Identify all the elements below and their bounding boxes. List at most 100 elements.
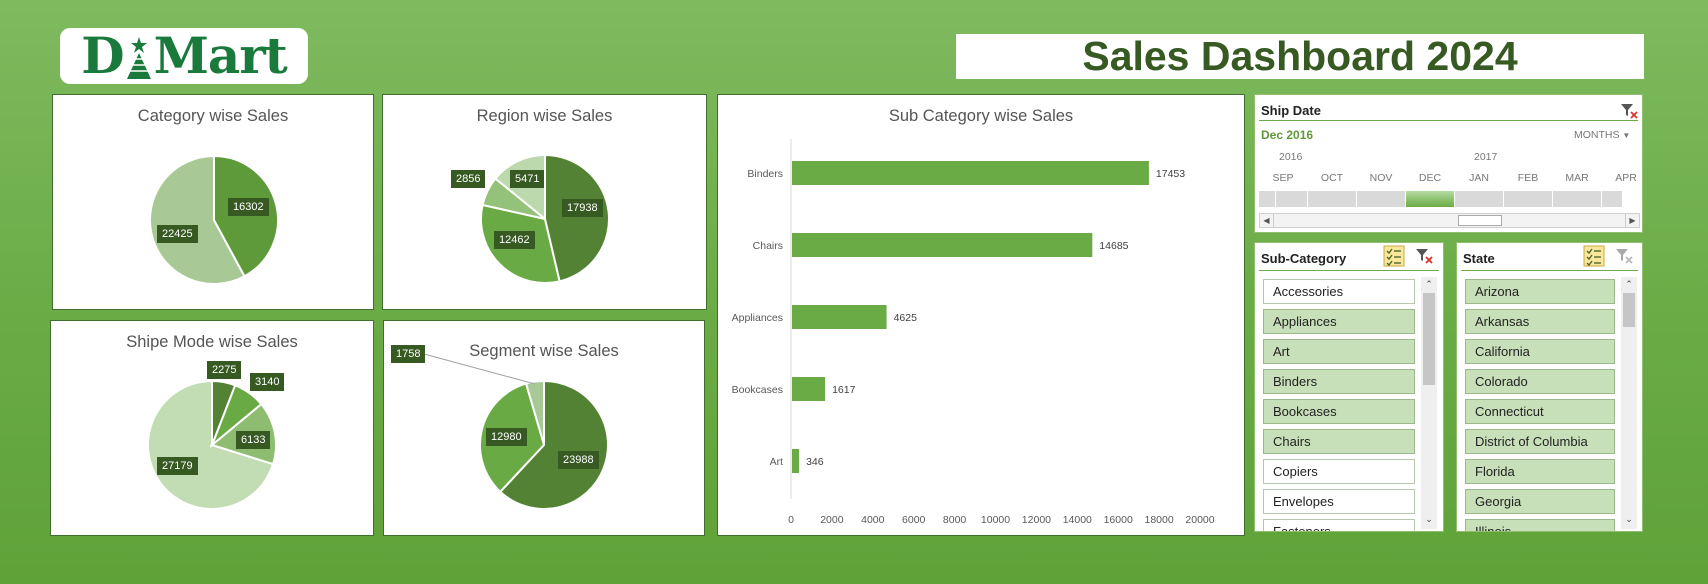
scroll-up-icon[interactable]: ⌃	[1425, 279, 1433, 289]
segment-data-label-3: 1758	[391, 345, 426, 363]
ship-date-header: Ship Date	[1261, 103, 1321, 118]
subcategory-slicer[interactable]: Sub-Category ⌃ ⌄ Accessories Appliances Ar…	[1254, 242, 1444, 532]
segment-pie-slice-1	[498, 379, 609, 510]
dmart-logo: D Mart	[60, 28, 308, 84]
region-chart-panel[interactable]: Region wise Sales 17938 12462 2856 5471	[382, 94, 707, 310]
state-item-california[interactable]: California	[1465, 339, 1615, 364]
timeline-month-label: SEP	[1272, 172, 1294, 184]
category-label-appliances: Appliances	[732, 312, 783, 324]
state-scrollbar[interactable]: ⌃ ⌄	[1621, 277, 1637, 529]
region-chart-title: Region wise Sales	[476, 107, 613, 125]
timeline-month-label: FEB	[1517, 172, 1539, 184]
year-label-2: 2017	[1474, 151, 1498, 163]
subcategory-chart-title: Sub Category wise Sales	[888, 107, 1074, 125]
x-tick-label: 8000	[943, 514, 967, 526]
subcategory-item-envelopes[interactable]: Envelopes	[1263, 489, 1415, 514]
year-label-1: 2016	[1279, 151, 1303, 163]
timeline-month-cell[interactable]	[1504, 191, 1552, 207]
subcategory-item-accessories[interactable]: Accessories	[1263, 279, 1415, 304]
timeline-scrollbar[interactable]: ◀ ▶	[1259, 213, 1640, 228]
ship-mode-data-label-2: 3140	[250, 373, 285, 391]
segment-pie-chart	[423, 353, 609, 510]
scroll-down-icon[interactable]: ⌄	[1425, 514, 1433, 524]
x-tick-label: 2000	[820, 514, 844, 526]
ship-date-timeline[interactable]: Ship Date Dec 2016 MONTHS ▼ 2016 2017 SE…	[1254, 94, 1643, 233]
state-item-district-of-columbia[interactable]: District of Columbia	[1465, 429, 1615, 454]
subcategory-item-binders[interactable]: Binders	[1263, 369, 1415, 394]
state-item-illinois[interactable]: Illinois	[1465, 519, 1615, 531]
scroll-up-icon[interactable]: ⌃	[1625, 279, 1633, 289]
subcategory-item-chairs[interactable]: Chairs	[1263, 429, 1415, 454]
category-data-label-furniture: 22425	[157, 225, 198, 243]
state-item-connecticut[interactable]: Connecticut	[1465, 399, 1615, 424]
logo-tree-icon	[126, 37, 151, 79]
region-data-label-1: 17938	[562, 199, 603, 217]
timeline-month-label: DEC	[1418, 172, 1442, 184]
logo-text-left: D	[81, 26, 124, 85]
ship-mode-pie-chart	[147, 379, 277, 510]
subcategory-item-copiers[interactable]: Copiers	[1263, 459, 1415, 484]
scroll-left-icon[interactable]: ◀	[1260, 214, 1274, 227]
scroll-right-icon[interactable]: ▶	[1625, 214, 1639, 227]
category-pie-slice-1	[213, 154, 279, 278]
state-item-arkansas[interactable]: Arkansas	[1465, 309, 1615, 334]
ship-mode-chart-title: Shipe Mode wise Sales	[126, 333, 298, 351]
x-tick-label: 12000	[1022, 514, 1051, 526]
timeline-month-cell[interactable]	[1259, 191, 1275, 207]
timeline-month-cell[interactable]	[1357, 191, 1405, 207]
x-tick-label: 16000	[1104, 514, 1133, 526]
state-item-arizona[interactable]: Arizona	[1465, 279, 1615, 304]
timeline-month-cell[interactable]	[1455, 191, 1503, 207]
ship_mode-pie-slice-1	[211, 379, 237, 446]
subcategory-item-art[interactable]: Art	[1263, 339, 1415, 364]
value-label-chairs: 14685	[1099, 240, 1128, 252]
clear-filter-icon[interactable]	[1613, 245, 1635, 267]
x-tick-label: 6000	[902, 514, 926, 526]
subcategory-item-fasteners[interactable]: Fasteners	[1263, 519, 1415, 531]
multi-select-icon[interactable]	[1583, 245, 1605, 267]
clear-filter-icon[interactable]	[1413, 245, 1435, 267]
timeline-scroll-thumb[interactable]	[1458, 215, 1502, 226]
multi-select-icon[interactable]	[1383, 245, 1405, 267]
dashboard-title: Sales Dashboard 2024	[1082, 33, 1518, 79]
segment-chart-panel[interactable]: Segment wise Sales 23988 12980 1758	[383, 320, 705, 536]
state-slicer[interactable]: State ⌃ ⌄ Arizona Arkansas California Color…	[1456, 242, 1643, 532]
timeline-month-cell[interactable]	[1276, 191, 1307, 207]
value-label-appliances: 4625	[894, 312, 918, 324]
subcategory-item-appliances[interactable]: Appliances	[1263, 309, 1415, 334]
state-scroll-thumb[interactable]	[1623, 293, 1635, 327]
subcategory-scrollbar[interactable]: ⌃ ⌄	[1421, 277, 1437, 529]
time-level-dropdown[interactable]: MONTHS ▼	[1574, 129, 1630, 141]
segment-data-label-2: 12980	[486, 428, 527, 446]
timeline-month-cell-selected[interactable]	[1406, 191, 1454, 207]
bar-bookcases	[792, 377, 826, 401]
chevron-down-icon: ▼	[1622, 131, 1631, 140]
segment-leader-line	[423, 353, 536, 385]
segment-chart-title: Segment wise Sales	[469, 342, 619, 360]
state-item-colorado[interactable]: Colorado	[1465, 369, 1615, 394]
ship-date-selection: Dec 2016	[1261, 128, 1314, 142]
state-slicer-header: State	[1463, 251, 1495, 266]
region-data-label-2: 12462	[494, 231, 535, 249]
subcategory-chart-panel[interactable]: Sub Category wise Sales Binders 17453 Chai…	[717, 94, 1245, 536]
state-item-florida[interactable]: Florida	[1465, 459, 1615, 484]
scroll-down-icon[interactable]: ⌄	[1625, 514, 1633, 524]
value-label-bookcases: 1617	[832, 384, 856, 396]
timeline-month-cell[interactable]	[1602, 191, 1622, 207]
subcategory-item-list: Accessories Appliances Art Binders Bookcases…	[1255, 275, 1421, 531]
subcategory-item-bookcases[interactable]: Bookcases	[1263, 399, 1415, 424]
ship-mode-chart-panel[interactable]: Shipe Mode wise Sales 2275 3140 6133 271…	[50, 320, 374, 536]
x-tick-label: 14000	[1063, 514, 1092, 526]
bar-binders	[792, 161, 1149, 185]
timeline-month-label: JAN	[1469, 172, 1489, 184]
bar-appliances	[792, 305, 887, 329]
subcategory-scroll-thumb[interactable]	[1423, 293, 1435, 385]
timeline-month-cell[interactable]	[1553, 191, 1601, 207]
clear-filter-icon[interactable]	[1618, 100, 1640, 122]
subcategory-bar-chart: Binders 17453 Chairs 14685 Appliances 4625 Boo…	[732, 139, 1215, 526]
category-chart-panel[interactable]: Category wise Sales 16302 22425	[52, 94, 374, 310]
state-item-georgia[interactable]: Georgia	[1465, 489, 1615, 514]
category-data-label-technology: 16302	[228, 198, 269, 216]
timeline-month-cell[interactable]	[1308, 191, 1356, 207]
timeline-month-label: NOV	[1369, 172, 1393, 184]
